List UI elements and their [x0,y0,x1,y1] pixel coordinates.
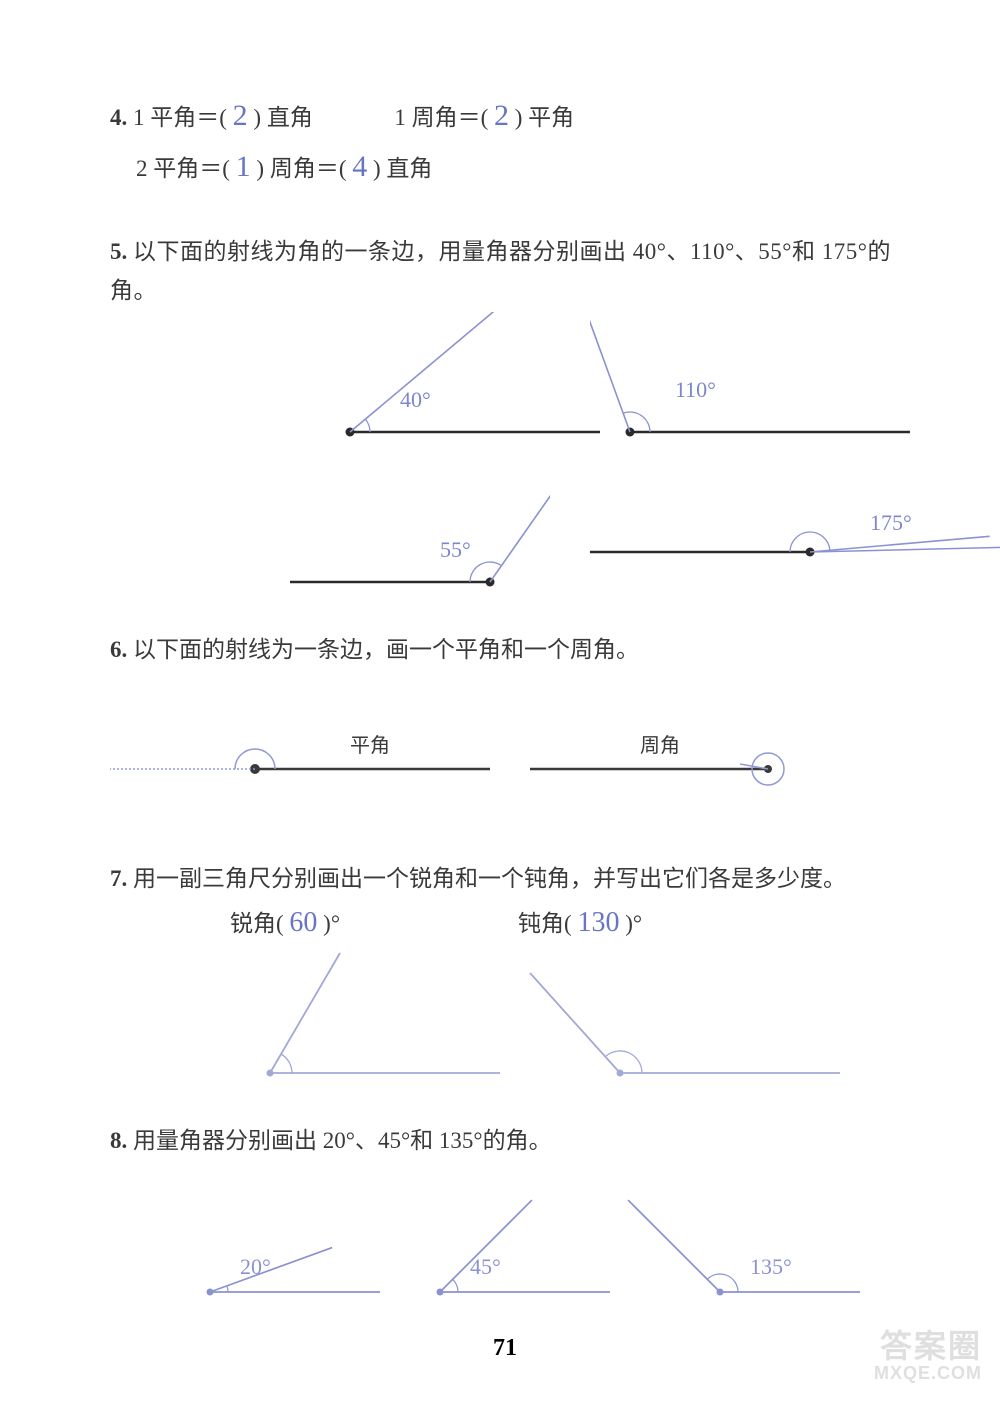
problem-4: 4. 1 平角＝( 2 ) 直角 1 周角＝( 2 ) 平角 2 平角＝( 1 … [110,90,900,192]
q7-obtuse-pre: 钝角( [518,911,577,936]
svg-text:20°: 20° [240,1254,271,1279]
q4-number: 4. [110,105,127,130]
page-number: 71 [110,1335,900,1362]
q8-body: 用量角器分别画出 20°、45°和 135°的角。 [133,1128,552,1153]
q4-ans1: 2 [233,99,248,132]
svg-text:175°: 175° [870,510,912,535]
q7-obtuse-post: )° [619,911,642,936]
q8-number: 8. [110,1128,127,1153]
q5-angle-2: 55° [190,462,550,612]
problem-5: 5. 以下面的射线为角的一条边，用量角器分别画出 40°、110°、55°和 1… [110,232,900,602]
svg-text:110°: 110° [675,377,716,402]
q8-angle-2: 135° [600,1177,860,1307]
q8-diagrams: 20° 45° 135° [110,1177,900,1307]
q4-ans2: 2 [494,99,509,132]
q7-acute-pre: 锐角( [230,911,289,936]
q5-angle-0: 40° [220,312,600,462]
problem-6: 6. 以下面的射线为一条边，画一个平角和一个周角。 平角 周角 [110,630,900,829]
q6-flat-label: 平角 [350,729,390,758]
q8-text: 8. 用量角器分别画出 20°、45°和 135°的角。 [110,1121,900,1160]
q4-line1: 4. 1 平角＝( 2 ) 直角 1 周角＝( 2 ) 平角 [110,90,900,141]
q6-body: 以下面的射线为一条边，画一个平角和一个周角。 [133,637,639,662]
q7-acute-val: 60 [289,907,317,938]
q6-flat-angle [110,709,530,809]
q4-ans4: 4 [352,150,367,183]
q7-body: 用一副三角尺分别画出一个锐角和一个钝角，并写出它们各是多少度。 [133,866,846,891]
q4-l1d: ) 平角 [509,105,574,130]
svg-text:55°: 55° [440,537,471,562]
q7-labels: 锐角( 60 )° 钝角( 130 )° [110,904,900,943]
q6-text: 6. 以下面的射线为一条边，画一个平角和一个周角。 [110,630,900,669]
watermark-bottom: MXQE.COM [874,1364,982,1382]
svg-text:135°: 135° [750,1254,792,1279]
problem-7: 7. 用一副三角尺分别画出一个锐角和一个钝角，并写出它们各是多少度。 锐角( 6… [110,859,900,1093]
q4-l2c: ) 直角 [367,156,432,181]
q4-line2: 2 平角＝( 1 ) 周角＝( 4 ) 直角 [110,141,900,192]
q8-angle-0: 20° [170,1177,430,1307]
q6-full-label: 周角 [640,729,680,758]
page-content: 4. 1 平角＝( 2 ) 直角 1 周角＝( 2 ) 平角 2 平角＝( 1 … [0,0,1000,1402]
q7-acute-angle [210,943,530,1093]
q4-l2b: ) 周角＝( [251,156,353,181]
q6-number: 6. [110,637,127,662]
svg-text:40°: 40° [400,387,431,412]
q7-text: 7. 用一副三角尺分别画出一个锐角和一个钝角，并写出它们各是多少度。 [110,859,900,898]
q5-body: 以下面的射线为角的一条边，用量角器分别画出 40°、110°、55°和 175°… [110,239,891,303]
q5-angle-3: 175° [560,502,1000,582]
q4-l2a: 2 平角＝( [136,156,236,181]
q7-number: 7. [110,866,127,891]
svg-text:45°: 45° [470,1254,501,1279]
q4-l1c: 1 周角＝( [394,105,494,130]
q7-acute-post: )° [317,911,340,936]
problem-8: 8. 用量角器分别画出 20°、45°和 135°的角。 20° 45° 135° [110,1121,900,1306]
q6-diagrams: 平角 周角 [110,709,900,829]
q5-number: 5. [110,239,127,264]
q5-angle-1: 110° [590,312,970,462]
q5-diagrams: 40°110°55°175° [110,312,900,602]
watermark: 答案圈 MXQE.COM [874,1330,982,1382]
q4-l1a: 1 平角＝( [133,105,233,130]
q4-l1b: ) 直角 [248,105,313,130]
q6-full-angle [530,709,810,809]
watermark-top: 答案圈 [880,1328,982,1364]
q7-obtuse-val: 130 [577,907,619,938]
q4-ans3: 1 [236,150,251,183]
q5-text: 5. 以下面的射线为角的一条边，用量角器分别画出 40°、110°、55°和 1… [110,232,900,310]
q7-obtuse-angle [510,943,850,1093]
q7-diagrams [110,943,900,1093]
